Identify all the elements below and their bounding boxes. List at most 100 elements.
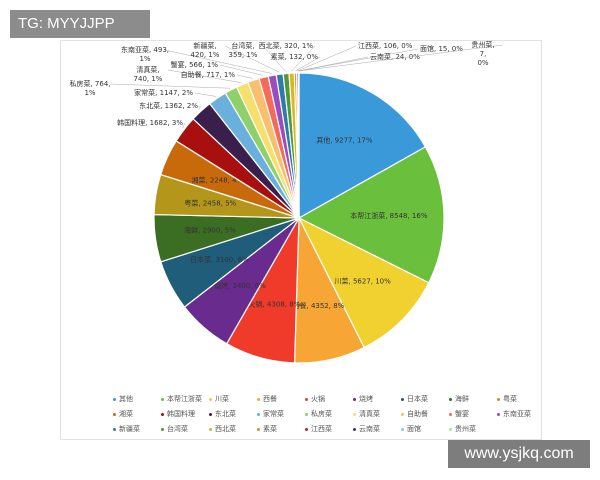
- legend-item-13: 私房菜: [305, 409, 332, 419]
- leader-line-16: [219, 64, 264, 76]
- leader-line-19: [262, 45, 287, 72]
- legend-swatch: [353, 427, 356, 431]
- leader-line-14: [167, 69, 242, 84]
- slice-label-3: 西餐, 4352, 8%: [293, 301, 345, 310]
- legend-label: 西餐: [263, 395, 277, 403]
- legend-label: 江西菜: [311, 425, 332, 433]
- legend-item-0: 其他: [113, 394, 133, 404]
- legend-label: 东南亚菜: [503, 410, 531, 418]
- legend-swatch: [113, 427, 116, 431]
- legend-swatch: [209, 412, 212, 416]
- legend-label: 湘菜: [119, 410, 133, 418]
- legend-item-17: 东南亚菜: [497, 409, 531, 419]
- legend-item-16: 蟹宴: [449, 409, 469, 419]
- legend-label: 海鲜: [455, 395, 469, 403]
- legend-label: 家常菜: [263, 410, 284, 418]
- slice-label-2: 川菜, 5627, 10%: [335, 276, 392, 285]
- slice-label-5: 烧烤, 3400, 6%: [214, 281, 266, 290]
- slice-label-4: 火锅, 4308, 8%: [249, 299, 301, 308]
- legend-swatch: [497, 397, 500, 401]
- legend-item-8: 粤菜: [497, 394, 517, 404]
- slice-label-14: 清真菜, 740, 1%: [134, 65, 163, 83]
- legend-item-14: 清真菜: [353, 409, 380, 419]
- legend-swatch: [449, 397, 452, 401]
- leader-line-25: [298, 44, 504, 72]
- pie-slice-1: [297, 146, 445, 284]
- slice-label-1: 本帮江浙菜, 8548, 16%: [350, 211, 428, 220]
- leader-line-13: [109, 83, 231, 89]
- legend-label: 面馆: [407, 425, 421, 433]
- slice-label-16: 蟹宴, 566, 1%: [171, 60, 219, 69]
- legend-swatch: [353, 397, 356, 401]
- slice-label-13: 私房菜, 764, 1%: [69, 79, 110, 97]
- legend-item-23: 云南菜: [353, 424, 380, 434]
- legend-swatch: [353, 412, 356, 416]
- legend-item-18: 新疆菜: [113, 424, 140, 434]
- pie-slice-2: [297, 216, 430, 349]
- legend-swatch: [449, 412, 452, 416]
- legend-swatch: [113, 397, 116, 401]
- legend-swatch: [161, 427, 164, 431]
- legend-swatch: [305, 397, 308, 401]
- legend-label: 日本菜: [407, 395, 428, 403]
- legend-item-19: 台湾菜: [161, 424, 188, 434]
- legend-item-9: 湘菜: [113, 409, 133, 419]
- legend-item-21: 素菜: [257, 424, 277, 434]
- legend-label: 东北菜: [215, 410, 236, 418]
- slice-label-22: 江西菜, 106, 0%: [358, 41, 413, 50]
- legend-swatch: [401, 427, 404, 431]
- legend-swatch: [401, 412, 404, 416]
- legend-item-22: 江西菜: [305, 424, 332, 434]
- leader-line-20: [291, 45, 316, 72]
- legend-label: 韩国料理: [167, 410, 195, 418]
- slice-label-17: 东南亚菜, 493, 1%: [121, 45, 169, 63]
- legend-label: 西北菜: [215, 425, 236, 433]
- slice-label-12: 家常菜, 1147, 2%: [134, 88, 193, 97]
- legend-swatch: [113, 412, 116, 416]
- legend-swatch: [305, 412, 308, 416]
- legend-swatch: [449, 427, 452, 431]
- legend-item-5: 烧烤: [353, 394, 373, 404]
- legend-swatch: [161, 397, 164, 401]
- legend-label: 其他: [119, 395, 133, 403]
- leader-line-21: [295, 56, 321, 72]
- legend-label: 火锅: [311, 395, 325, 403]
- legend-item-10: 韩国料理: [161, 409, 195, 419]
- slice-label-15: 自助餐, 717, 1%: [181, 70, 236, 79]
- legend-label: 烧烤: [359, 395, 373, 403]
- watermark-bottom-right: www.ysjkq.com: [448, 440, 590, 468]
- leader-line-15: [236, 74, 253, 79]
- slice-label-0: 其他, 9277, 17%: [316, 135, 373, 144]
- slice-label-19: 台湾菜, 359, 1%: [229, 41, 258, 59]
- legend-swatch: [257, 412, 260, 416]
- legend-label: 自助餐: [407, 410, 428, 418]
- legend-item-25: 贵州菜: [449, 424, 476, 434]
- legend-swatch: [305, 427, 308, 431]
- slice-label-20: 西北菜, 320, 1%: [259, 41, 314, 50]
- pie-slice-0: [298, 72, 427, 220]
- slice-label-8: 粤菜, 2458, 5%: [184, 198, 236, 207]
- legend-swatch: [497, 412, 500, 416]
- legend-label: 私房菜: [311, 410, 332, 418]
- legend-label: 川菜: [215, 395, 229, 403]
- legend-item-20: 西北菜: [209, 424, 236, 434]
- legend-item-3: 西餐: [257, 394, 277, 404]
- legend-item-7: 海鲜: [449, 394, 469, 404]
- leader-line-12: [194, 92, 217, 97]
- legend-item-12: 家常菜: [257, 409, 284, 419]
- leader-line-18: [224, 45, 280, 73]
- legend-swatch: [209, 397, 212, 401]
- legend-swatch: [401, 397, 404, 401]
- slice-label-21: 素菜, 132, 0%: [271, 52, 319, 61]
- legend-item-6: 日本菜: [401, 394, 428, 404]
- leader-line-10: [182, 122, 186, 129]
- slice-label-10: 韩国料理, 1682, 3%: [117, 118, 183, 127]
- slice-label-25: 贵州菜, 7, 0%: [471, 40, 494, 67]
- slice-label-6: 日本菜, 3100, 6%: [190, 255, 249, 264]
- slice-label-18: 新疆菜, 420, 1%: [191, 41, 220, 59]
- legend-swatch: [257, 397, 260, 401]
- legend-swatch: [161, 412, 164, 416]
- leader-line-24: [298, 48, 419, 72]
- legend-label: 新疆菜: [119, 425, 140, 433]
